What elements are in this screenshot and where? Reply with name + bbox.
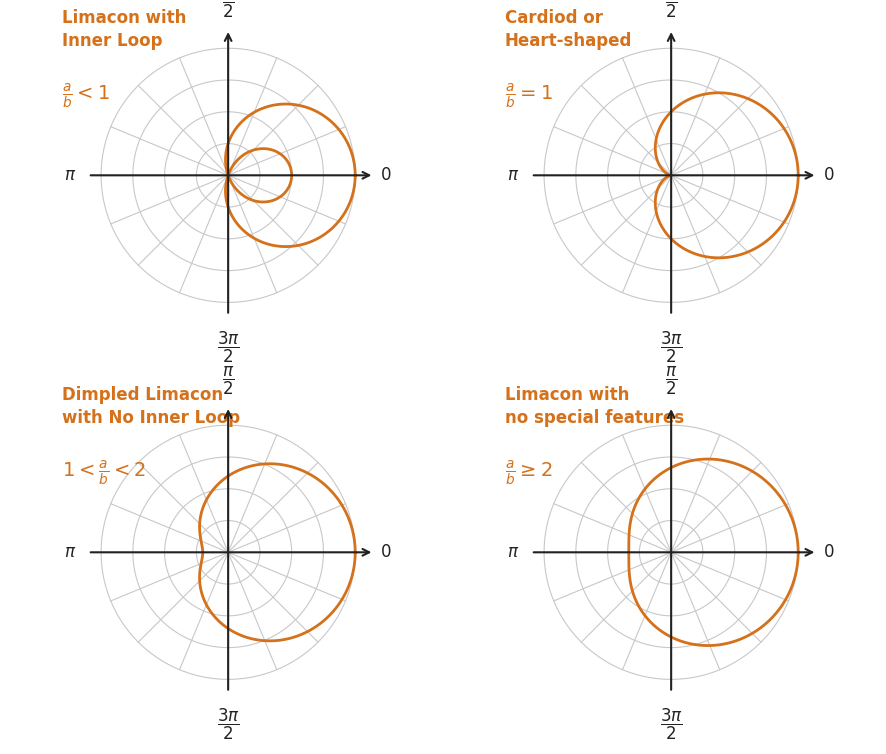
Text: $\frac{a}{b} < 1$: $\frac{a}{b} < 1$ bbox=[62, 81, 109, 110]
Text: $\dfrac{3\pi}{2}$: $\dfrac{3\pi}{2}$ bbox=[660, 707, 682, 743]
Text: $0$: $0$ bbox=[380, 544, 392, 561]
Text: $\dfrac{\pi}{2}$: $\dfrac{\pi}{2}$ bbox=[222, 0, 235, 20]
Text: $\frac{a}{b} \geq 2$: $\frac{a}{b} \geq 2$ bbox=[505, 458, 552, 487]
Text: $\dfrac{3\pi}{2}$: $\dfrac{3\pi}{2}$ bbox=[217, 330, 239, 366]
Text: $\pi$: $\pi$ bbox=[64, 544, 76, 561]
Text: $0$: $0$ bbox=[380, 167, 392, 184]
Text: Limacon with
Inner Loop: Limacon with Inner Loop bbox=[62, 9, 186, 50]
Text: $\dfrac{\pi}{2}$: $\dfrac{\pi}{2}$ bbox=[664, 0, 678, 20]
Text: $0$: $0$ bbox=[823, 544, 835, 561]
Text: $\dfrac{3\pi}{2}$: $\dfrac{3\pi}{2}$ bbox=[217, 707, 239, 743]
Text: $\pi$: $\pi$ bbox=[507, 167, 519, 184]
Text: $\pi$: $\pi$ bbox=[507, 544, 519, 561]
Text: Cardiod or
Heart-shaped: Cardiod or Heart-shaped bbox=[505, 9, 632, 50]
Text: Limacon with
no special features: Limacon with no special features bbox=[505, 386, 684, 427]
Text: $\dfrac{3\pi}{2}$: $\dfrac{3\pi}{2}$ bbox=[660, 330, 682, 366]
Text: $\dfrac{\pi}{2}$: $\dfrac{\pi}{2}$ bbox=[222, 365, 235, 397]
Text: $0$: $0$ bbox=[823, 167, 835, 184]
Text: Dimpled Limacon
with No Inner Loop: Dimpled Limacon with No Inner Loop bbox=[62, 386, 240, 427]
Text: $\pi$: $\pi$ bbox=[64, 167, 76, 184]
Text: $1 < \frac{a}{b} < 2$: $1 < \frac{a}{b} < 2$ bbox=[62, 458, 145, 487]
Text: $\dfrac{\pi}{2}$: $\dfrac{\pi}{2}$ bbox=[664, 365, 678, 397]
Text: $\frac{a}{b} = 1$: $\frac{a}{b} = 1$ bbox=[505, 81, 552, 110]
